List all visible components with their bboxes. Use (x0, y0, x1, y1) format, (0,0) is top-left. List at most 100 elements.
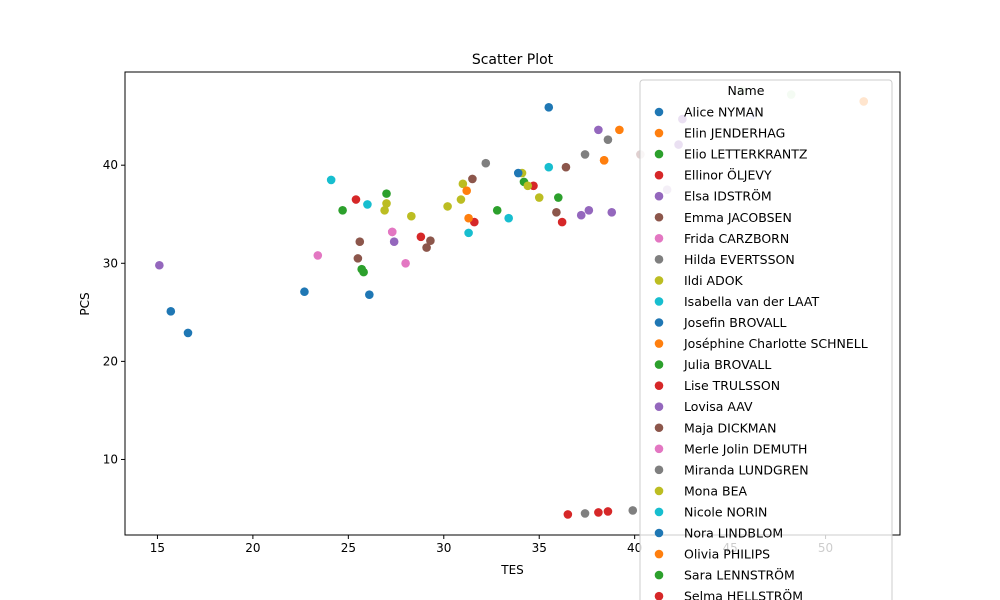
y-tick-label: 20 (103, 354, 118, 368)
data-point (464, 228, 473, 238)
legend-marker (654, 444, 664, 454)
x-tick-label: 20 (245, 541, 260, 555)
data-point (326, 175, 336, 185)
legend-marker (654, 507, 664, 517)
data-point (422, 243, 431, 252)
legend-label: Hilda EVERTSSON (684, 252, 795, 267)
x-axis-title: TES (500, 563, 524, 577)
data-point (607, 207, 617, 217)
legend-marker (654, 318, 664, 327)
data-point (492, 206, 502, 215)
y-tick-label: 40 (103, 158, 118, 172)
legend-label: Lovisa AAV (684, 399, 753, 414)
data-point (462, 186, 471, 195)
data-point (468, 174, 477, 184)
data-point (456, 195, 466, 204)
legend-marker (654, 191, 664, 201)
data-point (426, 236, 435, 246)
legend-marker (654, 234, 664, 243)
data-point (458, 179, 468, 189)
legend-marker (654, 381, 664, 390)
y-tick-label: 30 (103, 256, 118, 270)
legend-label: Ellinor ÖLJEVY (684, 167, 772, 183)
legend-marker (654, 360, 664, 369)
data-point (603, 507, 613, 516)
legend-label: Joséphine Charlotte SCHNELL (683, 336, 868, 351)
legend: Name Alice NYMAN Elin JENDERHAG Elio LETTER… (639, 79, 893, 600)
data-point (554, 193, 563, 202)
legend-label: Elin JENDERHAG (684, 126, 785, 141)
data-point (183, 328, 193, 338)
data-point (544, 103, 554, 112)
legend-marker (654, 276, 664, 285)
data-point (594, 508, 603, 517)
data-point (401, 258, 410, 268)
legend-marker (654, 297, 664, 306)
legend-label: Selma HELLSTRÖM (684, 588, 803, 600)
data-point (615, 125, 624, 135)
y-tick-label: 10 (103, 452, 118, 466)
y-axis-title: PCS (78, 292, 92, 315)
data-point (534, 193, 544, 202)
legend-label: Merle Jolin DEMUTH (684, 441, 807, 456)
legend-label: Elio LETTERKRANTZ (684, 147, 807, 162)
data-point (523, 181, 533, 191)
data-point (380, 206, 389, 215)
data-point (552, 207, 561, 217)
legend-label: Miranda LUNDGREN (684, 462, 809, 477)
data-point (603, 135, 613, 144)
legend-label: Maja DICKMAN (684, 420, 776, 435)
data-point (338, 206, 347, 215)
legend-label: Elsa IDSTRÖM (684, 188, 772, 204)
data-point (580, 150, 590, 159)
legend-marker (654, 528, 664, 538)
legend-marker (654, 212, 664, 222)
data-point (416, 232, 426, 242)
data-point (365, 290, 374, 299)
data-point (561, 162, 571, 172)
x-tick-label: 30 (436, 541, 451, 555)
legend-marker (654, 255, 664, 264)
data-point (464, 213, 473, 223)
data-point (363, 200, 372, 209)
data-point (443, 202, 452, 211)
legend-label: Emma JACOBSEN (684, 210, 792, 225)
legend-label: Isabella van der LAAT (684, 294, 819, 309)
axes-frame (124, 71, 901, 536)
data-point (504, 213, 513, 223)
data-point (584, 206, 594, 215)
chart-title: Scatter Plot (472, 52, 554, 68)
legend-marker (654, 549, 664, 559)
legend-label: Julia BROVALL (683, 357, 771, 372)
legend-marker (654, 339, 664, 348)
legend-label: Frida CARZBORN (684, 231, 789, 246)
legend-marker (654, 465, 664, 475)
legend-marker (654, 486, 664, 496)
data-point (481, 158, 491, 168)
legend-marker (654, 128, 664, 138)
legend-label: Mona BEA (684, 483, 747, 498)
legend-label: Nora LINDBLOM (684, 526, 783, 541)
x-tick-label: 25 (341, 541, 356, 555)
x-tick-label: 40 (627, 541, 642, 555)
legend-marker (654, 570, 664, 580)
legend-label: Sara LENNSTRÖM (684, 567, 795, 583)
data-point (155, 260, 164, 270)
data-point (353, 254, 363, 263)
data-point (359, 267, 368, 277)
data-point (557, 217, 567, 227)
data-point (576, 210, 586, 220)
legend-title: Name (728, 83, 765, 98)
legend-marker (654, 149, 664, 159)
x-tick-label: 15 (150, 541, 165, 555)
legend-label: Lise TRULSSON (684, 378, 780, 393)
legend-label: Nicole NORIN (684, 504, 767, 519)
x-tick-label: 35 (532, 541, 547, 555)
data-point (599, 155, 609, 165)
data-point (166, 307, 176, 316)
data-point (513, 168, 523, 178)
legend-marker (654, 591, 664, 600)
legend-label: Olivia PHILIPS (684, 547, 770, 562)
